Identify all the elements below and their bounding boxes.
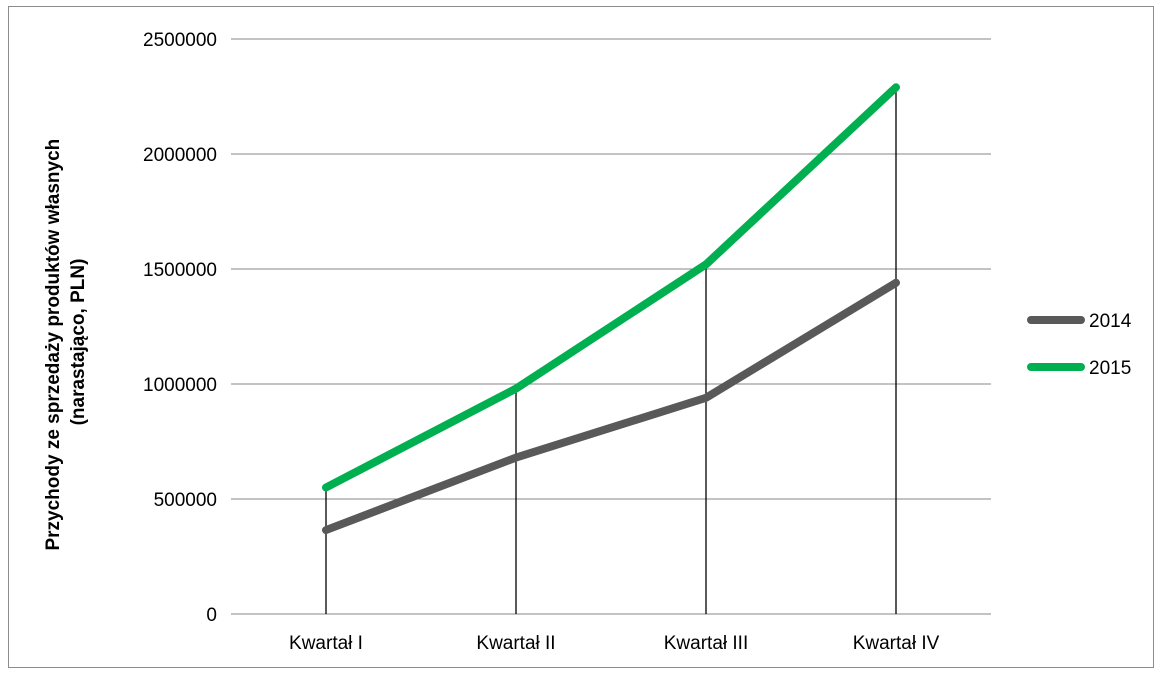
y-tick-label: 1000000 — [143, 375, 217, 396]
legend: 2014 2015 — [1027, 311, 1132, 379]
y-axis-title: Przychody ze sprzedaży produktów własnyc… — [43, 133, 89, 551]
legend-label-2014: 2014 — [1089, 311, 1132, 332]
x-tick-label: Kwartał II — [476, 633, 555, 654]
y-tick-label: 2500000 — [143, 30, 217, 51]
x-tick-label: Kwartał IV — [853, 633, 940, 654]
y-tick-label: 500000 — [154, 490, 217, 511]
y-axis-title-line-2: (narastająco, PLN) — [68, 259, 89, 426]
line-chart: 0 500000 1000000 1500000 2000000 2500000 Kwar… — [43, 30, 1132, 654]
x-axis-tick-labels: Kwartał I Kwartał II Kwartał III Kwartał IV — [289, 633, 940, 654]
legend-label-2015: 2015 — [1089, 358, 1131, 379]
y-tick-label: 2000000 — [143, 145, 217, 166]
gridlines — [231, 38, 991, 615]
series-line-2014 — [322, 278, 900, 535]
series-lines — [322, 83, 900, 535]
x-tick-label: Kwartał III — [664, 633, 748, 654]
drop-lines — [325, 87, 897, 614]
series-line-2015 — [322, 83, 900, 492]
y-tick-label: 0 — [206, 605, 217, 626]
x-tick-label: Kwartał I — [289, 633, 363, 654]
y-tick-label: 1500000 — [143, 260, 217, 281]
svg-text:Przychody ze sprzedaży produkt: Przychody ze sprzedaży produktów własnyc… — [43, 133, 89, 550]
y-axis-title-line-1: Przychody ze sprzedaży produktów własnyc… — [43, 139, 64, 551]
y-axis-tick-labels: 0 500000 1000000 1500000 2000000 2500000 — [143, 30, 217, 626]
chart-area: 0 500000 1000000 1500000 2000000 2500000 Kwar… — [8, 6, 1154, 668]
